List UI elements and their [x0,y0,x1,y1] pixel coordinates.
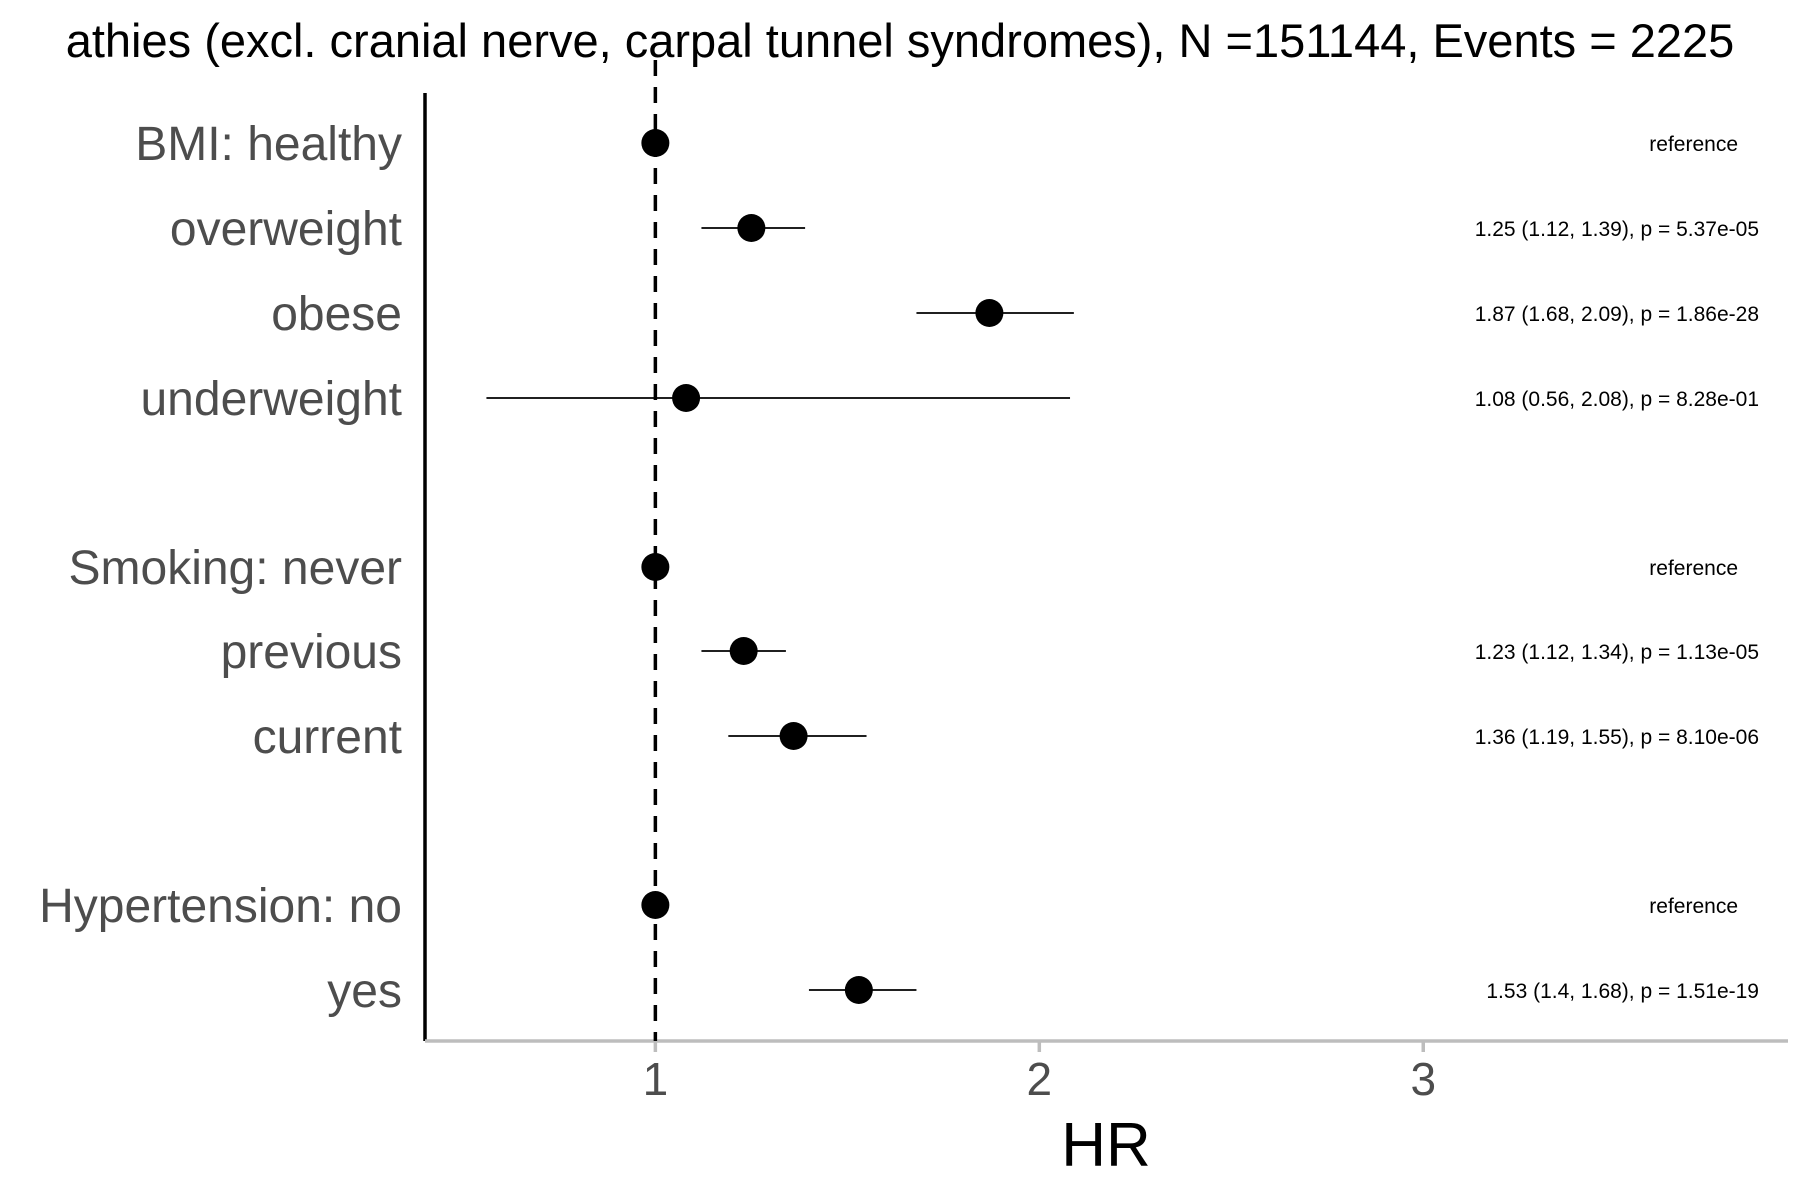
row-annotation: 1.25 (1.12, 1.39), p = 5.37e-05 [1475,218,1759,241]
forest-row: underweight 1.08 (0.56, 2.08), p = 8.28e-… [140,373,1759,426]
forest-row: current 1.36 (1.19, 1.55), p = 8.10e-06 [253,711,1759,764]
x-axis-title: HR [1061,1111,1151,1180]
forest-row: Hypertension: no reference [39,880,1738,933]
x-ticks: 1 2 3 [643,1041,1436,1105]
row-label: obese [271,288,402,341]
hr-point [779,722,808,750]
row-annotation: reference [1649,557,1738,580]
forest-row: BMI: healthy reference [135,118,1738,171]
row-annotation: reference [1649,895,1738,918]
row-annotation: 1.23 (1.12, 1.34), p = 1.13e-05 [1475,641,1759,664]
forest-row: overweight 1.25 (1.12, 1.39), p = 5.37e-0… [170,203,1759,256]
hr-point [672,384,701,412]
forest-row: previous 1.23 (1.12, 1.34), p = 1.13e-05 [221,626,1759,679]
hr-point [641,129,670,157]
hr-point [729,637,758,665]
row-annotation: 1.87 (1.68, 2.09), p = 1.86e-28 [1475,303,1759,326]
forest-row: yes 1.53 (1.4, 1.68), p = 1.51e-19 [327,965,1759,1018]
x-tick-label: 2 [1027,1053,1053,1105]
hr-point [641,891,670,919]
row-label: overweight [170,203,402,256]
row-label: previous [221,626,402,679]
forest-row: obese 1.87 (1.68, 2.09), p = 1.86e-28 [271,288,1759,341]
row-annotation: 1.08 (0.56, 2.08), p = 8.28e-01 [1475,388,1759,411]
row-label: underweight [140,373,402,426]
chart-title: athies (excl. cranial nerve, carpal tunn… [66,14,1735,67]
row-label: yes [327,965,402,1018]
x-tick-label: 3 [1410,1053,1436,1105]
x-tick-label: 1 [643,1053,669,1105]
forest-row: Smoking: never reference [69,542,1739,595]
hr-point [641,553,670,581]
row-label: BMI: healthy [135,118,402,171]
forest-rows: BMI: healthy reference overweight 1.25 (1.1… [39,118,1759,1018]
row-label: current [253,711,402,764]
row-annotation: 1.53 (1.4, 1.68), p = 1.51e-19 [1486,980,1759,1003]
hr-point [844,976,873,1004]
row-annotation: 1.36 (1.19, 1.55), p = 8.10e-06 [1475,726,1759,749]
hr-point [975,299,1004,327]
row-annotation: reference [1649,133,1738,156]
row-label: Smoking: never [69,542,403,595]
row-label: Hypertension: no [39,880,402,933]
hr-point [737,214,766,242]
